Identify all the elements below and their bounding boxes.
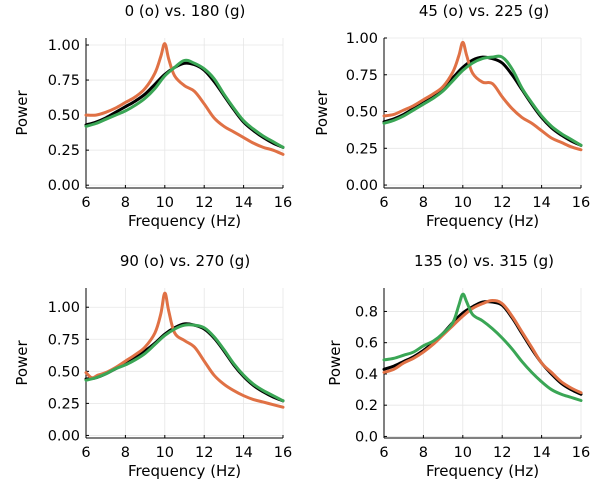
y-tick-label: 0.2 (355, 398, 378, 414)
x-tick-label: 8 (419, 195, 428, 211)
y-tick-label: 1.00 (48, 38, 80, 54)
x-tick-label: 6 (379, 195, 388, 211)
y-axis-label: Power (13, 339, 31, 385)
y-tick-label: 0.25 (48, 143, 80, 159)
x-tick-label: 12 (493, 445, 511, 461)
x-tick-label: 10 (156, 195, 174, 211)
series-line-2 (84, 42, 285, 156)
x-tick-label: 12 (195, 445, 213, 461)
x-axis-label: Frequency (Hz) (128, 212, 241, 230)
y-tick-label: 0.8 (355, 304, 378, 320)
x-tick-label: 14 (234, 195, 252, 211)
y-tick-label: 0.6 (355, 336, 378, 352)
y-tick-label: 0.00 (48, 428, 80, 444)
x-tick-label: 14 (234, 445, 252, 461)
series-line-2 (84, 291, 285, 409)
x-tick-label: 6 (379, 445, 388, 461)
y-tick-label: 0.75 (48, 73, 80, 89)
subplot-2: 6 8 10 12 14 16 0.00 0.25 0.50 0.75 1.00 45 (o) vs.… (313, 2, 590, 230)
x-tick-label: 6 (81, 195, 90, 211)
series-line-3 (382, 292, 583, 402)
y-tick-label: 0.75 (48, 332, 80, 348)
x-axis-label: Frequency (Hz) (426, 212, 539, 230)
x-tick-label: 12 (493, 195, 511, 211)
y-tick-label: 1.00 (346, 31, 378, 47)
y-tick-label: 0.25 (48, 396, 80, 412)
series-line-2 (382, 299, 583, 395)
x-tick-label: 8 (121, 445, 130, 461)
x-axis-label: Frequency (Hz) (426, 462, 539, 480)
y-axis-label: Power (326, 339, 344, 385)
y-tick-label: 0.25 (346, 141, 378, 157)
subplot-title: 45 (o) vs. 225 (g) (419, 2, 549, 20)
series-line-3 (84, 58, 285, 149)
x-tick-label: 6 (81, 445, 90, 461)
x-axis-label: Frequency (Hz) (128, 462, 241, 480)
subplot-4: 6 8 10 12 14 16 0.0 0.2 0.4 0.6 0.8 135 (o) vs. 315… (326, 252, 590, 480)
subplot-title: 135 (o) vs. 315 (g) (414, 252, 554, 270)
series-line-1 (84, 322, 285, 403)
y-axis-label: Power (313, 89, 331, 135)
x-tick-label: 8 (121, 195, 130, 211)
x-tick-label: 14 (532, 445, 550, 461)
y-tick-label: 0.00 (48, 178, 80, 194)
x-tick-label: 16 (572, 195, 590, 211)
x-tick-label: 14 (532, 195, 550, 211)
y-tick-label: 0.50 (48, 108, 80, 124)
series-line-3 (382, 54, 583, 147)
y-tick-label: 0.4 (355, 367, 378, 383)
y-axis-label: Power (13, 89, 31, 135)
y-tick-label: 0.00 (346, 178, 378, 194)
y-tick-label: 0.0 (355, 429, 378, 445)
x-tick-label: 12 (195, 195, 213, 211)
x-tick-label: 10 (156, 445, 174, 461)
x-tick-label: 16 (274, 445, 292, 461)
series-line-2 (382, 40, 583, 152)
x-tick-label: 16 (274, 195, 292, 211)
series-line-1 (84, 61, 285, 149)
series-line-1 (382, 55, 583, 147)
x-tick-label: 16 (572, 445, 590, 461)
subplot-title: 90 (o) vs. 270 (g) (120, 252, 250, 270)
y-tick-label: 1.00 (48, 300, 80, 316)
y-tick-label: 0.50 (346, 105, 378, 121)
subplot-1: 6 8 10 12 14 16 0.00 0.25 0.50 0.75 1.00 0 (o) vs. … (13, 2, 292, 230)
subplot-3: 6 8 10 12 14 16 0.00 0.25 0.50 0.75 1.00 90 (o) vs.… (13, 252, 292, 480)
x-tick-label: 8 (419, 445, 428, 461)
y-tick-label: 0.50 (48, 364, 80, 380)
x-tick-label: 10 (454, 445, 472, 461)
series-line-3 (84, 323, 285, 403)
x-tick-label: 10 (454, 195, 472, 211)
subplot-title: 0 (o) vs. 180 (g) (125, 2, 246, 20)
series-line-1 (382, 300, 583, 396)
y-tick-label: 0.75 (346, 68, 378, 84)
